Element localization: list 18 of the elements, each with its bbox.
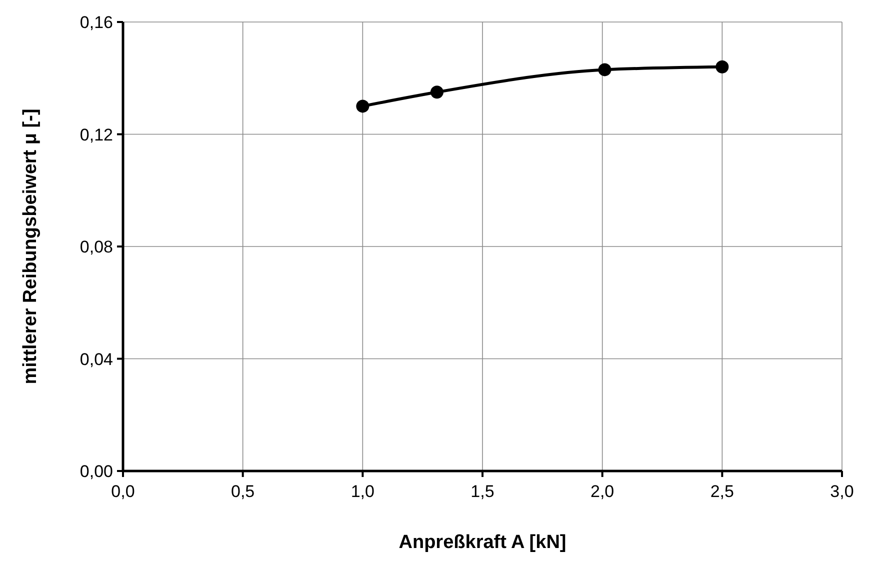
x-tick-label: 2,5 — [710, 482, 734, 501]
y-tick-label: 0,12 — [80, 125, 113, 144]
x-tick-label: 0,5 — [231, 482, 255, 501]
y-tick-label: 0,00 — [80, 462, 113, 481]
point — [356, 100, 370, 113]
y-axis-title: mittlerer Reibungsbeiwert μ [-] — [20, 108, 41, 384]
x-tick-label: 0,0 — [111, 482, 135, 501]
point — [430, 86, 444, 99]
x-tick-label: 1,0 — [350, 482, 374, 501]
x-tick-label: 2,0 — [590, 482, 614, 501]
point — [598, 63, 612, 76]
x-axis-title: Anpreßkraft A [kN] — [398, 532, 566, 553]
y-tick-label: 0,16 — [80, 13, 113, 32]
x-tick-label: 1,5 — [470, 482, 494, 501]
y-tick-label: 0,04 — [80, 350, 113, 369]
y-tick-label: 0,08 — [80, 238, 113, 256]
point — [716, 60, 729, 74]
x-tick-label: 3,0 — [830, 482, 854, 501]
